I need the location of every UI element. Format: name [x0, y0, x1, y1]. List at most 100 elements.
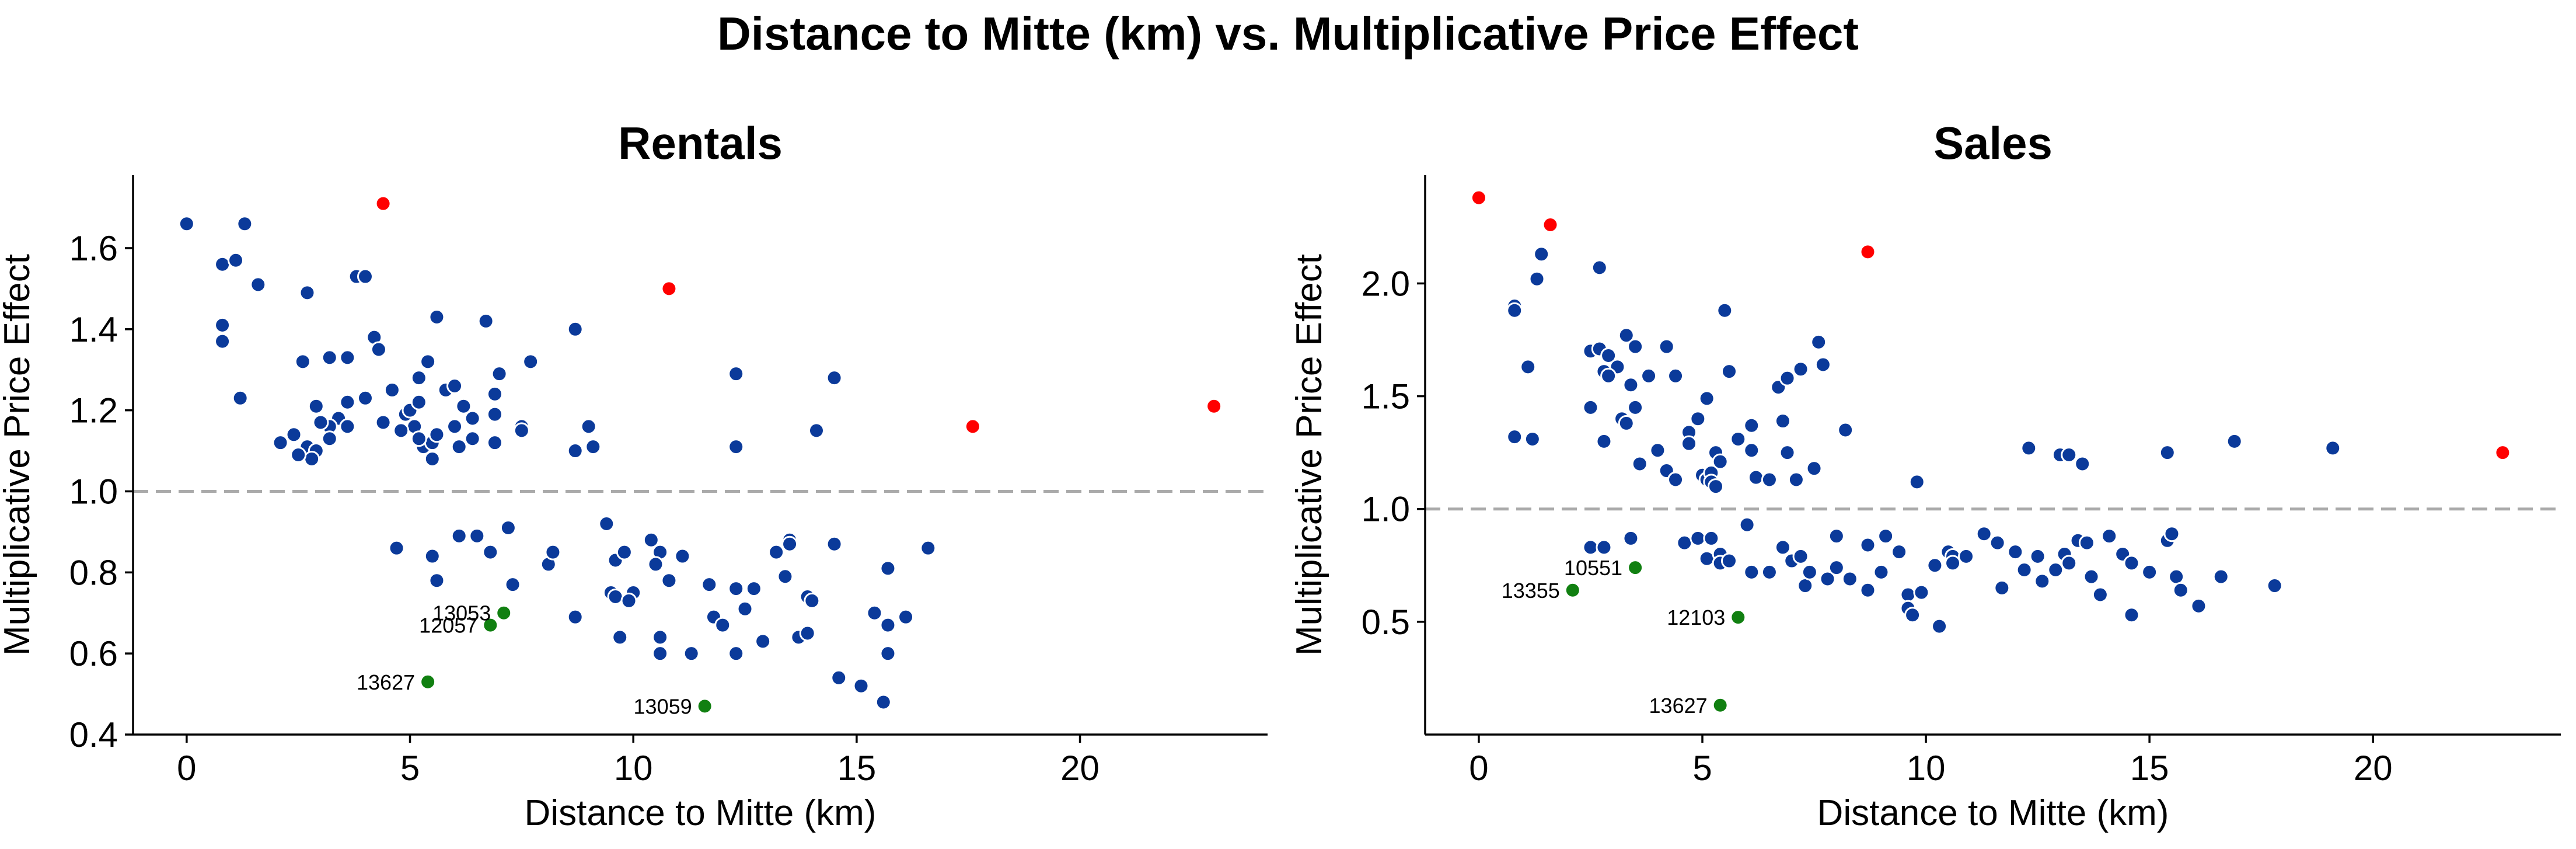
rentals-point-regular — [486, 385, 503, 402]
rentals-point-regular — [388, 540, 405, 556]
rentals-point-regular — [616, 544, 633, 561]
rentals-point-regular — [357, 389, 374, 406]
rentals-point-regular — [339, 418, 356, 435]
sales-point-annotation: 13355 — [1502, 579, 1560, 603]
sales-point-regular — [1994, 579, 2010, 596]
sales-point-regular — [1582, 399, 1599, 416]
rentals-y-tick-label: 0.6 — [69, 634, 118, 673]
rentals-point-regular — [312, 414, 329, 431]
sales-point-regular — [1814, 356, 1831, 373]
rentals-point-regular — [879, 560, 896, 577]
rentals-point-regular — [370, 341, 387, 358]
sales-x-axis-label: Distance to Mitte (km) — [1817, 793, 2169, 833]
sales-point-low-labeled — [1730, 609, 1747, 626]
sales-point-regular — [1975, 526, 1992, 542]
sales-point-regular — [1524, 430, 1541, 447]
sales-point-regular — [1730, 430, 1747, 447]
rentals-point-regular — [661, 572, 678, 589]
sales-point-regular — [2074, 455, 2091, 472]
sales-point-regular — [1596, 433, 1612, 450]
sales-point-regular — [2020, 440, 2037, 457]
sales-point-low-labeled — [1564, 582, 1581, 599]
rentals-point-regular — [214, 256, 231, 273]
rentals-point-regular — [879, 617, 896, 634]
sales-y-axis-label: Multiplicative Price Effect — [1289, 254, 1329, 656]
sales-point-regular — [1640, 367, 1657, 384]
sales-point-regular — [1582, 539, 1599, 556]
sales-point-regular — [1622, 530, 1639, 547]
rentals-point-regular — [879, 645, 896, 662]
rentals-point-high-outlier — [375, 195, 392, 212]
sales-point-regular — [1761, 563, 1778, 580]
sales-y-tick-label: 2.0 — [1362, 264, 1410, 303]
rentals-point-regular — [410, 430, 427, 447]
sales-point-regular — [1900, 586, 1917, 603]
sales-point-regular — [1707, 478, 1724, 495]
rentals-point-regular — [410, 394, 427, 410]
rentals-point-low-labeled — [495, 604, 512, 621]
sales-point-regular — [1716, 302, 1733, 319]
rentals-x-tick-label: 0 — [177, 749, 196, 788]
rentals-point-regular — [308, 398, 324, 415]
rentals-panel: Rentals 0 5 10 15 20 0.4 0.6 0.8 1.0 1.2 1.4 1.6 Dist… — [0, 117, 1268, 833]
rentals-point-regular — [853, 677, 870, 694]
rentals-point-regular — [214, 333, 231, 350]
rentals-point-regular — [898, 608, 914, 625]
rentals-y-tick-label: 1.2 — [69, 391, 118, 430]
sales-point-regular — [1828, 559, 1845, 576]
sales-point-regular — [1797, 577, 1814, 594]
sales-point-regular — [1739, 516, 1755, 533]
sales-point-regular — [1506, 302, 1523, 319]
sales-point-regular — [1703, 530, 1720, 547]
sales-point-regular — [1720, 552, 1737, 569]
sales-point-regular — [2101, 528, 2118, 545]
rentals-point-regular — [607, 588, 624, 605]
sales-point-regular — [1743, 442, 1760, 459]
sales-point-regular — [2034, 573, 2051, 590]
rentals-point-regular — [777, 568, 794, 585]
sales-point-regular — [1690, 410, 1706, 427]
sales-point-regular — [1806, 460, 1823, 477]
sales-point-regular — [2061, 447, 2078, 463]
rentals-point-regular — [567, 608, 584, 625]
rentals-point-low-labeled — [482, 617, 499, 634]
rentals-y-tick-label: 1.6 — [69, 229, 118, 268]
rentals-y-tick-label: 1.0 — [69, 472, 118, 511]
rentals-point-regular — [451, 439, 467, 455]
rentals-point-regular — [428, 572, 445, 589]
rentals-point-regular — [799, 625, 816, 642]
rentals-point-regular — [357, 268, 374, 285]
rentals-point-regular — [228, 252, 245, 269]
rentals-point-regular — [683, 645, 700, 662]
rentals-point-regular — [755, 633, 772, 650]
sales-point-regular — [1627, 338, 1644, 355]
rentals-point-regular — [513, 422, 530, 439]
sales-point-regular — [1618, 327, 1635, 344]
rentals-point-regular — [781, 535, 798, 552]
sales-point-regular — [1600, 347, 1617, 364]
rentals-point-regular — [491, 366, 508, 382]
rentals-point-high-outlier — [1206, 398, 1223, 415]
sales-y-tick-label: 1.0 — [1362, 490, 1410, 529]
rentals-point-regular — [410, 370, 427, 387]
rentals-point-regular — [620, 592, 637, 609]
rentals-point-regular — [232, 389, 249, 406]
rentals-point-regular — [522, 353, 539, 370]
sales-point-regular — [1743, 563, 1760, 580]
sales-point-regular — [1792, 548, 1809, 565]
rentals-point-regular — [580, 418, 597, 435]
rentals-point-regular — [826, 370, 843, 387]
rentals-point-regular — [544, 544, 561, 561]
rentals-point-regular — [652, 645, 669, 662]
sales-point-regular — [1779, 370, 1796, 387]
rentals-point-high-outlier — [964, 418, 981, 435]
sales-point-regular — [1506, 429, 1523, 446]
sales-point-regular — [1690, 530, 1706, 547]
sales-point-regular — [1788, 471, 1804, 488]
rentals-y-tick-label: 0.4 — [69, 715, 118, 754]
sales-point-regular — [1819, 570, 1836, 587]
sales-point-regular — [2078, 534, 2095, 551]
rentals-point-regular — [643, 531, 659, 548]
sales-point-low-labeled — [1712, 697, 1729, 714]
sales-point-regular — [2324, 440, 2341, 457]
